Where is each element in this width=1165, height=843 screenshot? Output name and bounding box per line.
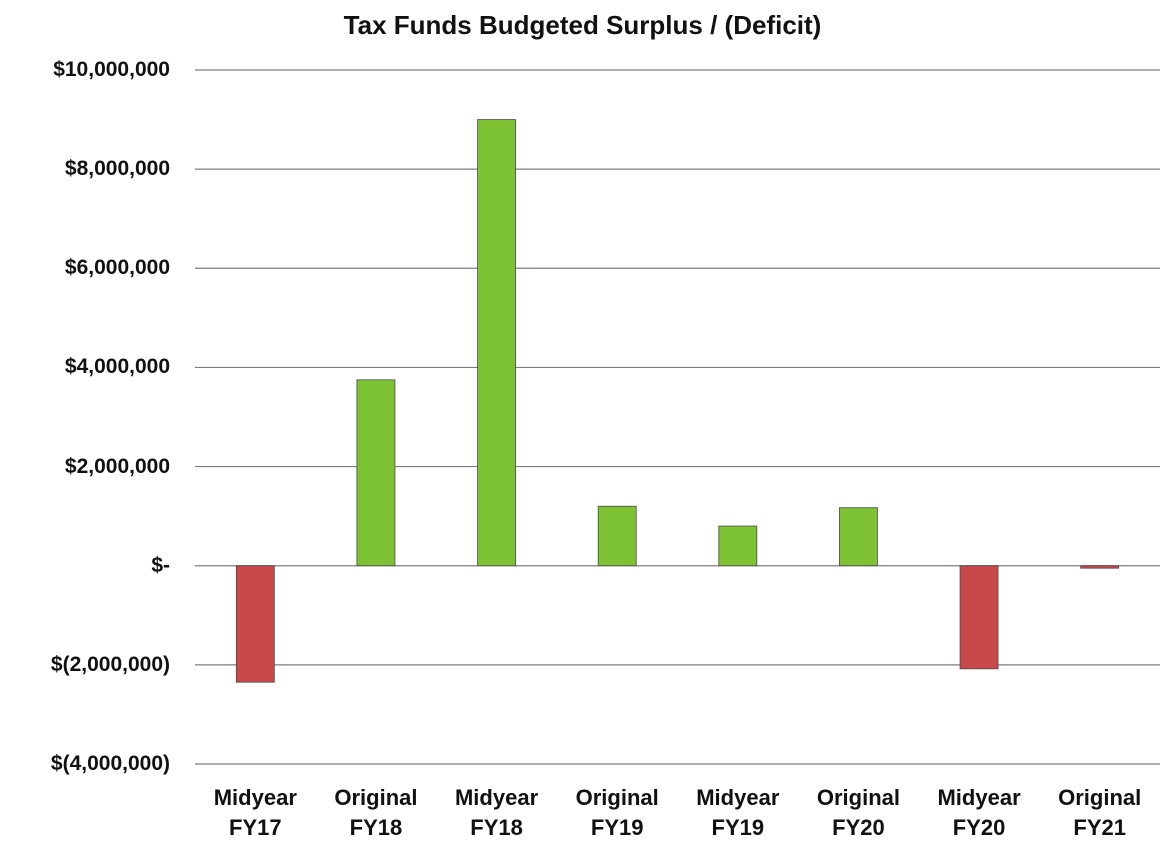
chart-title: Tax Funds Budgeted Surplus / (Deficit) <box>343 10 822 40</box>
x-tick-label: Original FY19 <box>575 785 659 840</box>
y-tick-label: $2,000,000 <box>64 454 170 478</box>
bar <box>718 525 758 567</box>
bar <box>839 507 878 567</box>
x-tick-label: Original FY20 <box>816 785 900 840</box>
x-tick-label: Midyear FY20 <box>937 785 1021 840</box>
x-tick-label: Original FY21 <box>1058 785 1142 840</box>
bar <box>235 565 275 683</box>
y-tick-label: $4,000,000 <box>64 355 170 379</box>
y-tick-label: $8,000,000 <box>64 157 170 181</box>
y-tick-label: $10,000,000 <box>53 58 170 81</box>
bar <box>959 565 999 670</box>
y-tick-label: $(2,000,000) <box>50 652 170 676</box>
y-tick-label: $6,000,000 <box>64 256 170 280</box>
x-tick-label: Midyear FY19 <box>696 785 780 840</box>
bar <box>356 379 396 567</box>
bar <box>477 119 516 567</box>
x-tick-label: Midyear FY18 <box>454 785 539 840</box>
y-tick-label: $- <box>151 553 170 577</box>
bar <box>597 505 637 567</box>
x-tick-label: Original FY18 <box>334 785 418 840</box>
x-tick-label: Midyear FY17 <box>213 785 297 840</box>
bar <box>1080 565 1120 569</box>
y-tick-label: $(4,000,000) <box>50 752 170 775</box>
